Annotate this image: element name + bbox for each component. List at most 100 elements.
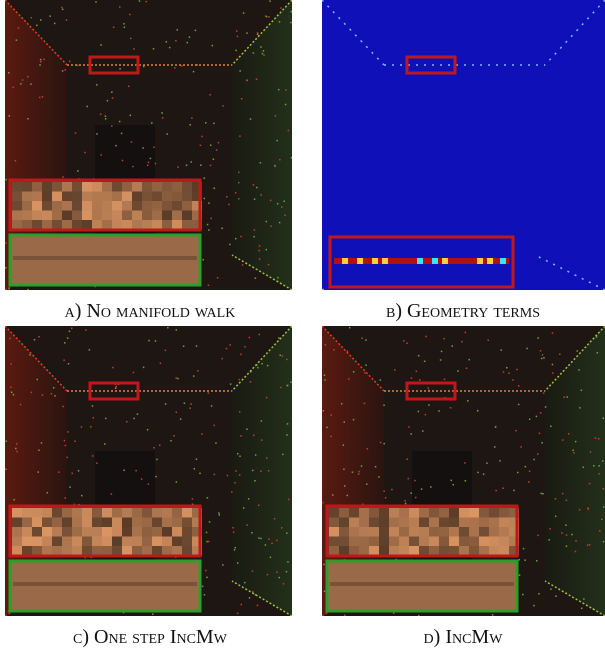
pixel [349,546,359,556]
noise [267,574,269,576]
noise [515,430,517,432]
noise [40,19,42,21]
noise [62,176,64,178]
noise [256,78,258,80]
noise [552,372,554,374]
noise [104,443,106,445]
noise [81,495,83,497]
noise [276,540,278,542]
noise [555,498,557,500]
noise [194,468,196,470]
noise [253,184,255,186]
pixel [489,508,499,518]
pixel [92,518,102,528]
pixel [349,518,359,528]
render-image [322,326,605,616]
noise [228,204,230,206]
pixel [162,182,172,192]
noise [58,471,60,473]
pixel [369,508,379,518]
noise [151,122,153,124]
pixel [419,546,429,556]
noise [343,469,345,471]
noise [199,473,201,475]
noise [365,339,367,341]
inset-line [13,256,197,260]
pixel [42,518,52,528]
noise [195,30,197,32]
noise [152,613,154,615]
noise [383,404,385,406]
noise [31,17,33,19]
noise [281,527,283,529]
pixel [162,211,172,221]
noise [280,7,282,9]
pixel [112,546,122,556]
noise [290,22,292,24]
noise [322,502,324,504]
pixel [62,546,72,556]
pixel [12,182,22,192]
noise [405,503,407,505]
noise [259,245,261,247]
noise [180,418,182,420]
noise [452,345,454,347]
noise [587,544,589,546]
noise [215,442,217,444]
noise [78,470,80,472]
noise [348,378,350,380]
noise [566,534,568,536]
noise [216,149,218,151]
noise [31,392,32,394]
noise [326,427,328,429]
noise [323,410,325,412]
noise [218,512,220,514]
pixel [72,537,82,547]
pixel [122,527,132,537]
pixel [409,508,419,518]
pixel [142,508,152,518]
noise [364,403,366,405]
noise [233,531,235,533]
noise [237,453,239,455]
pixel [429,508,439,518]
noise [244,346,246,348]
noise [282,454,284,456]
noise [5,179,7,181]
noise [266,457,268,459]
noise [512,379,514,381]
noise [105,115,107,117]
pixel [32,182,42,192]
noise [467,400,469,402]
noise [16,443,18,445]
pixel [142,182,152,192]
render-image [5,326,292,616]
pixel [339,527,349,537]
noise [254,229,256,231]
noise [408,426,410,428]
pixel [82,527,92,537]
render-image [5,0,292,290]
pixel [72,211,82,221]
pixel [162,192,172,202]
pixel [12,508,22,518]
noise [115,145,117,147]
noise [148,483,150,485]
pixel [419,518,429,528]
noise [268,538,270,540]
pixel [52,220,62,230]
caption: c) One step IncMw [5,626,295,649]
pixel [182,527,192,537]
noise [15,448,17,450]
pixel [349,508,359,518]
pixel [12,537,22,547]
noise [410,492,412,494]
noise [77,170,79,172]
noise [64,440,66,442]
pixel [499,546,509,556]
noise [598,465,600,467]
noise [287,561,289,563]
pixel [172,537,182,547]
noise [10,386,12,388]
noise [430,486,432,488]
